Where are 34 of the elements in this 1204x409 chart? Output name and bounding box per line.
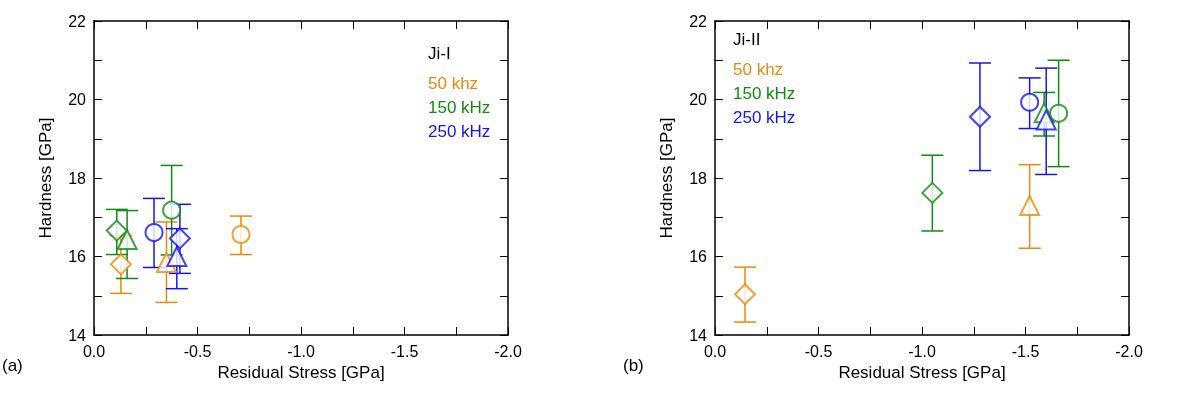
x-tick-label: -2.0 [1115, 342, 1143, 360]
y-tick-label: 14 [689, 326, 708, 344]
text: 50 khz [428, 74, 479, 93]
legend-title: Ji-II [733, 30, 761, 49]
x-tick-label: -2.0 [494, 342, 522, 360]
text: (b) [623, 356, 644, 375]
x-tick-label: 0.0 [703, 342, 727, 360]
text: (a) [2, 356, 23, 375]
x-tick-label: -0.5 [183, 342, 212, 360]
x-tick-label: 0.0 [82, 342, 106, 360]
x-axis-title: Residual Stress [GPa] [217, 362, 385, 382]
text: 150 kHz [428, 98, 491, 117]
x-tick-label: -0.5 [804, 342, 833, 360]
x-axis-title: Residual Stress [GPa] [838, 362, 1006, 382]
x-tick-label: -1.5 [390, 342, 419, 360]
y-tick-label: 22 [689, 12, 708, 30]
x-tick-label: -1.0 [287, 342, 315, 360]
y-tick-label: 20 [689, 91, 708, 108]
text: 150 kHz [733, 84, 796, 103]
text: 250 kHz [733, 108, 796, 127]
y-axis-title: Hardness [GPa] [657, 117, 676, 239]
y-tick-label: 14 [68, 326, 87, 344]
y-axis-title: Hardness [GPa] [36, 117, 55, 239]
y-tick-label: 20 [68, 91, 87, 108]
y-tick-label: 22 [68, 12, 87, 30]
text: 250 kHz [428, 122, 491, 141]
legend-title: Ji-I [428, 44, 451, 63]
x-tick-label: -1.5 [1011, 342, 1040, 360]
y-tick-label: 18 [689, 169, 708, 187]
y-tick-label: 16 [68, 248, 87, 265]
text: 50 khz [733, 60, 784, 79]
y-tick-label: 16 [689, 248, 708, 265]
x-tick-label: -1.0 [908, 342, 936, 360]
y-tick-label: 18 [68, 169, 87, 187]
